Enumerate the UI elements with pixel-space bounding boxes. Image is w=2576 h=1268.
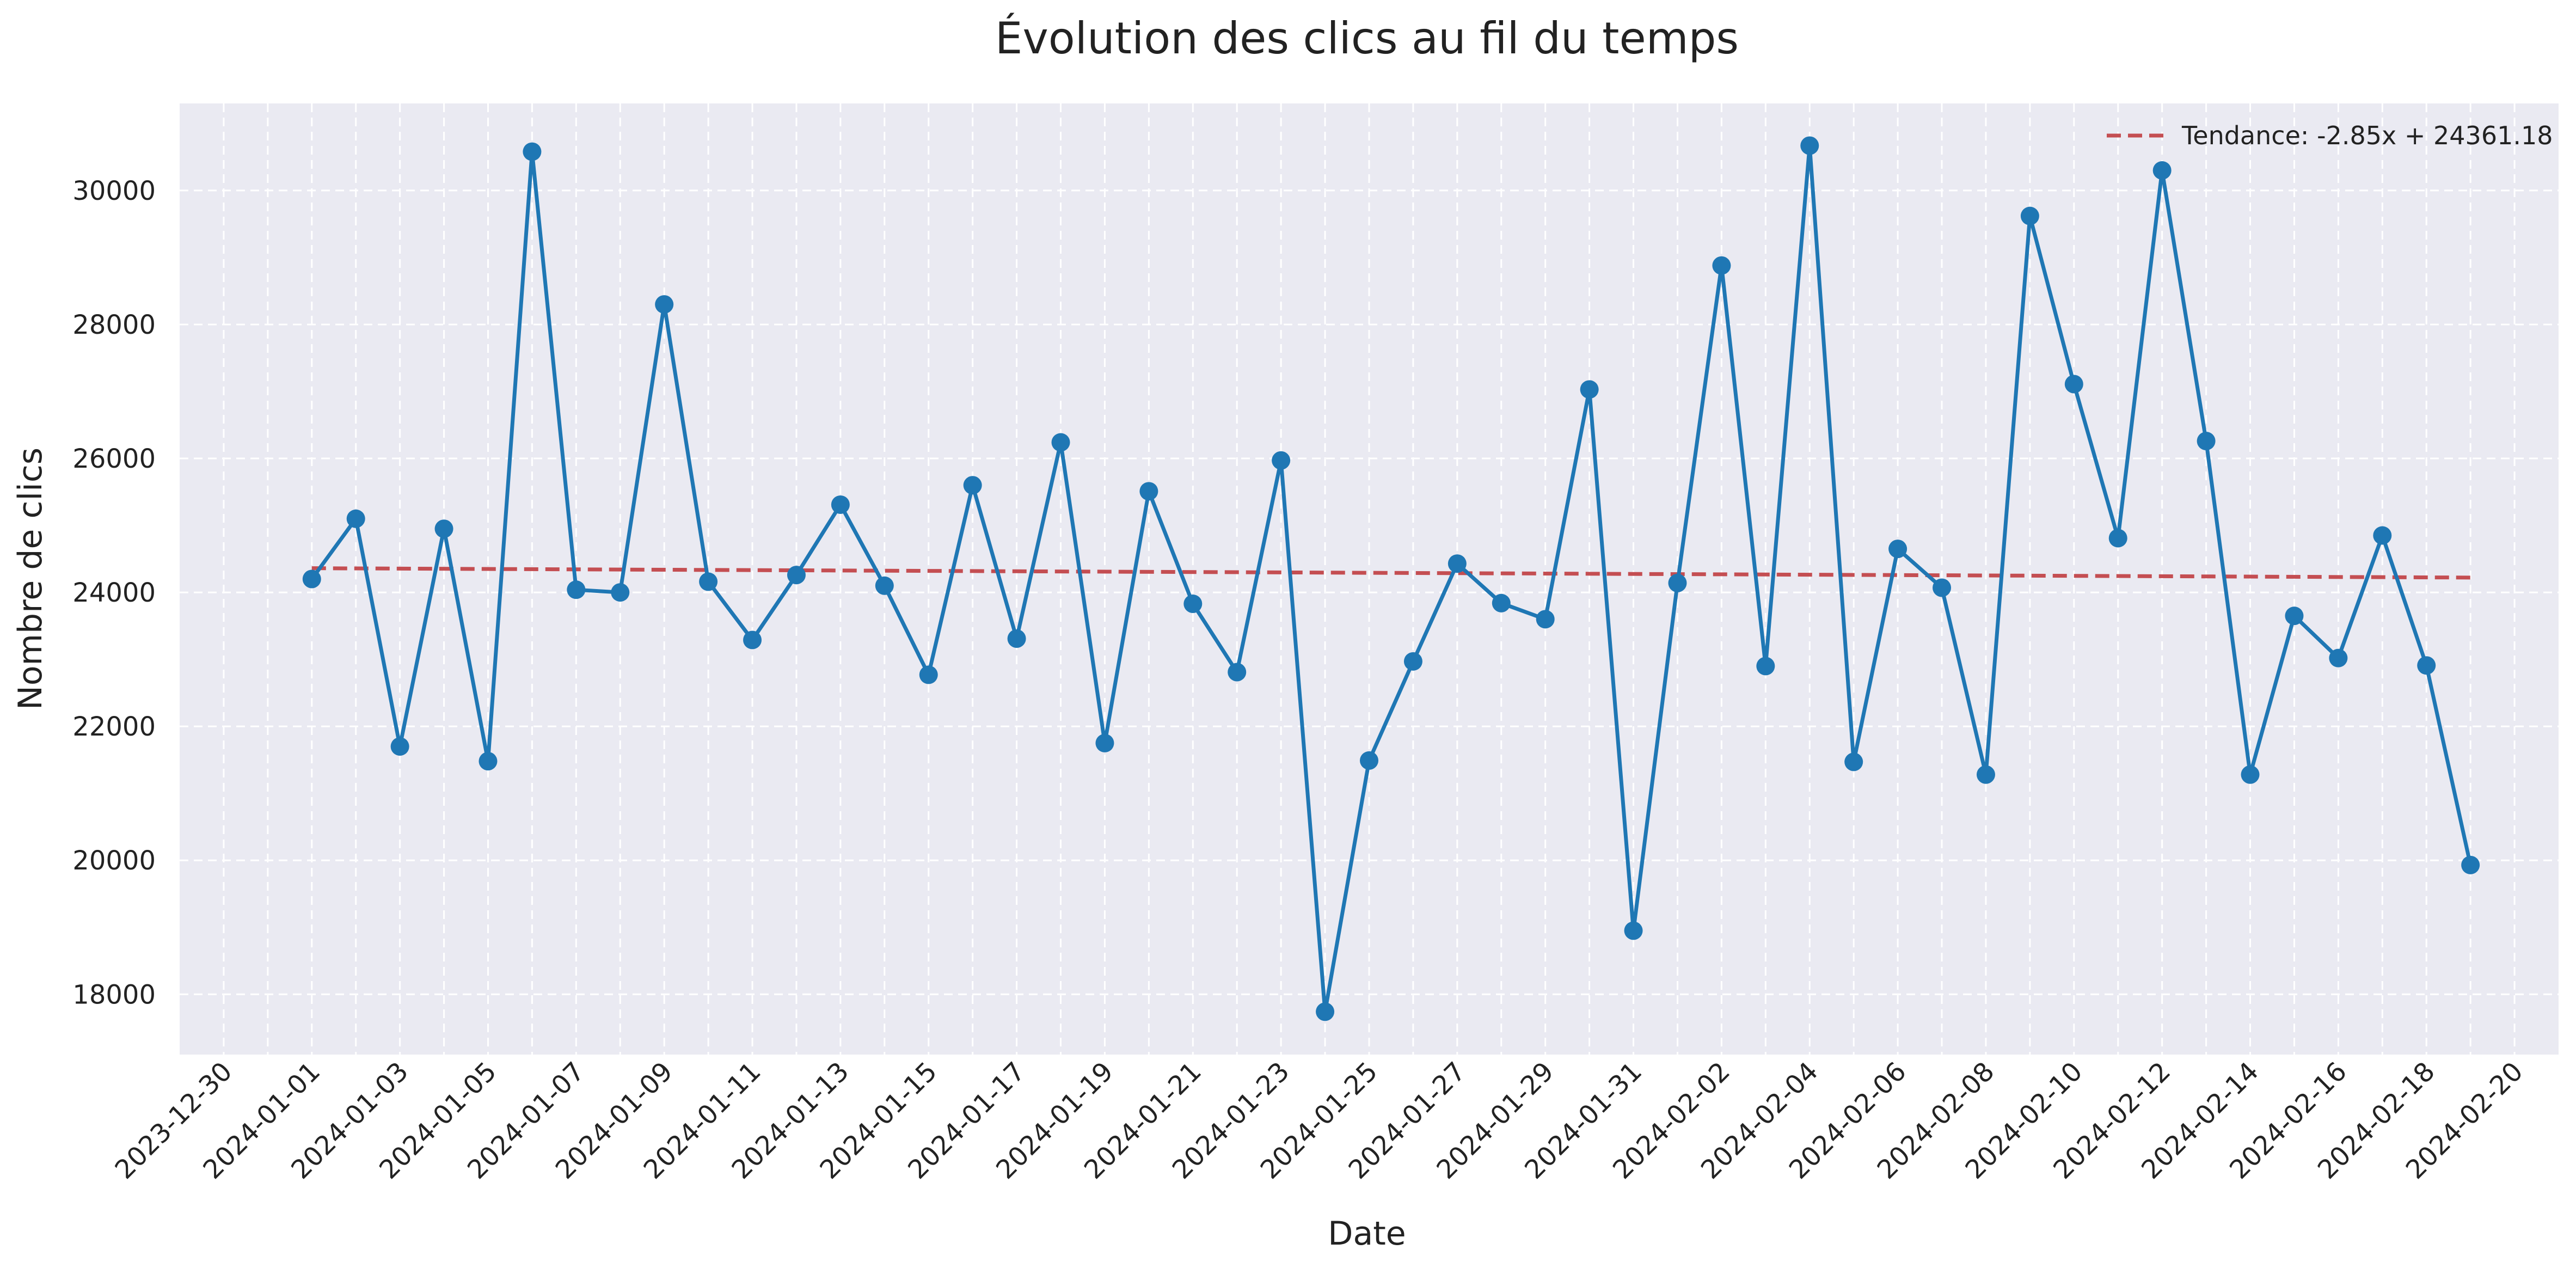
clicks-point-2024-02-01 — [1668, 573, 1687, 592]
clicks-point-2024-01-26 — [1403, 652, 1422, 671]
clicks-point-2024-02-11 — [2108, 529, 2127, 548]
clicks-point-2024-01-02 — [346, 509, 365, 528]
clicks-point-2024-02-03 — [1756, 657, 1775, 676]
clicks-point-2024-01-19 — [1095, 733, 1114, 752]
chart-title: Évolution des clics au fil du temps — [995, 13, 1739, 64]
clicks-point-2024-02-16 — [2329, 648, 2348, 667]
clicks-point-2024-01-17 — [1007, 629, 1026, 648]
clicks-point-2024-01-13 — [831, 495, 850, 514]
clicks-point-2024-02-02 — [1712, 256, 1731, 275]
clicks-point-2024-01-14 — [875, 576, 894, 595]
clicks-point-2024-02-19 — [2461, 855, 2480, 874]
clicks-point-2024-02-04 — [1800, 136, 1819, 155]
clicks-point-2024-01-04 — [434, 519, 453, 538]
clicks-point-2024-01-16 — [963, 476, 982, 495]
y-tick-labels: 18000 20000 22000 24000 26000 28000 30000 — [72, 176, 156, 1010]
y-tick-label: 20000 — [72, 846, 156, 876]
clicks-point-2024-01-23 — [1272, 451, 1291, 470]
clicks-point-2024-01-20 — [1139, 482, 1158, 501]
clicks-point-2024-02-18 — [2417, 656, 2436, 675]
y-tick-label: 28000 — [72, 310, 156, 340]
clicks-line — [310, 144, 2473, 1014]
x-axis-label: Date — [1328, 1215, 1406, 1253]
clicks-point-2024-01-15 — [919, 665, 938, 684]
clicks-point-2024-01-31 — [1624, 921, 1643, 940]
clicks-point-2024-01-12 — [787, 566, 806, 585]
clicks-point-2024-02-05 — [1844, 752, 1863, 771]
clicks-point-2024-01-07 — [567, 580, 586, 599]
legend: Tendance: -2.85x + 24361.18 — [2107, 121, 2553, 150]
clicks-point-2024-01-09 — [655, 295, 674, 314]
clicks-point-2024-01-24 — [1316, 1002, 1335, 1021]
clicks-point-2024-01-18 — [1051, 433, 1070, 452]
clicks-point-2024-02-12 — [2152, 161, 2172, 180]
clicks-point-2024-01-01 — [302, 569, 321, 589]
y-tick-label: 22000 — [72, 712, 156, 742]
clicks-point-2024-01-11 — [743, 630, 762, 650]
y-axis-label: Nombre de clics — [11, 448, 50, 710]
clicks-point-2024-01-30 — [1580, 380, 1599, 399]
clicks-point-2024-02-08 — [1976, 765, 1995, 784]
clicks-point-2024-01-10 — [699, 572, 718, 591]
clicks-point-2024-01-05 — [479, 752, 498, 771]
clicks-point-2024-02-17 — [2373, 526, 2392, 545]
clicks-point-2024-02-15 — [2285, 607, 2304, 626]
clicks-point-2024-02-14 — [2241, 765, 2260, 784]
clicks-point-2024-01-06 — [523, 142, 542, 161]
clicks-point-2024-01-03 — [390, 737, 409, 756]
clicks-point-2024-02-10 — [2064, 375, 2083, 394]
y-tick-label: 18000 — [72, 979, 156, 1010]
clicks-point-2024-01-08 — [611, 583, 630, 602]
clicks-point-2024-01-25 — [1360, 751, 1378, 770]
series-layer — [302, 136, 2480, 1021]
clicks-point-2024-01-28 — [1492, 593, 1511, 612]
y-tick-label: 24000 — [72, 578, 156, 608]
clicks-point-2024-02-09 — [2020, 206, 2039, 225]
y-tick-label: 30000 — [72, 176, 156, 206]
clicks-point-2024-02-06 — [1888, 540, 1908, 559]
clicks-point-2024-01-22 — [1228, 663, 1247, 682]
y-tick-label: 26000 — [72, 444, 156, 474]
clicks-point-2024-02-13 — [2197, 432, 2216, 451]
clicks-point-2024-01-27 — [1448, 554, 1467, 573]
clicks-point-2024-01-21 — [1183, 595, 1203, 614]
legend-trend-label: Tendance: -2.85x + 24361.18 — [2181, 121, 2553, 150]
clicks-point-2024-01-29 — [1536, 610, 1555, 629]
clicks-point-2024-02-07 — [1933, 578, 1952, 597]
